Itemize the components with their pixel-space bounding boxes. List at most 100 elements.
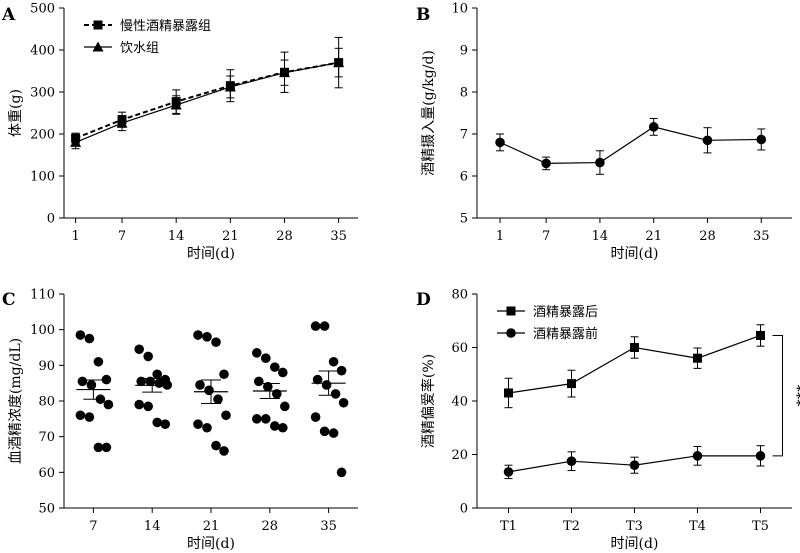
data-point bbox=[70, 136, 82, 147]
data-point bbox=[503, 467, 514, 477]
data-point bbox=[101, 374, 112, 385]
scatter-group-21 bbox=[193, 330, 231, 456]
data-point bbox=[101, 442, 112, 453]
data-point bbox=[567, 379, 576, 389]
data-point bbox=[77, 376, 88, 387]
data-point bbox=[251, 348, 262, 358]
data-point bbox=[195, 380, 205, 390]
y-axis-label: 酒精偏爱率(%) bbox=[420, 354, 437, 448]
x-tick-label: 28 bbox=[699, 229, 716, 244]
y-tick-label: 60 bbox=[451, 341, 468, 356]
y-axis-label-group: 血酒精浓度(mg/dL) bbox=[8, 338, 24, 464]
x-tick-label: 35 bbox=[330, 229, 347, 244]
data-point bbox=[261, 353, 271, 364]
data-point bbox=[202, 422, 212, 433]
scatter-group-14 bbox=[134, 344, 172, 429]
data-point bbox=[702, 135, 713, 146]
data-point bbox=[693, 353, 702, 363]
x-axis-label: 时间(d) bbox=[611, 536, 659, 552]
y-tick-label: 0 bbox=[47, 212, 55, 227]
x-tick-label: 35 bbox=[320, 519, 337, 534]
data-point bbox=[336, 365, 347, 376]
data-point bbox=[84, 333, 95, 344]
data-point bbox=[134, 344, 144, 355]
chart-panel-c: 50 60 70 80 90 100 110 7 14 21 28 35 时间(d) 血酒精浓度(mg/d… bbox=[8, 288, 358, 552]
data-point bbox=[278, 422, 288, 433]
significance-bracket bbox=[772, 334, 783, 457]
data-point bbox=[154, 378, 164, 388]
x-tick-label: T1 bbox=[500, 519, 517, 534]
y-tick-label: 40 bbox=[451, 395, 468, 410]
x-tick-label: 21 bbox=[222, 229, 239, 244]
x-tick-label: 1 bbox=[71, 229, 79, 244]
data-point bbox=[116, 117, 128, 128]
data-point bbox=[310, 412, 321, 422]
data-point bbox=[338, 397, 349, 408]
y-tick-label: 6 bbox=[460, 170, 468, 185]
chart-panel-a: 0 100 200 300 400 500 1 7 14 21 28 35 时间(d) 体重(g) 慢性酒精… bbox=[8, 2, 358, 262]
data-point bbox=[319, 426, 330, 437]
data-point bbox=[211, 440, 221, 451]
data-point bbox=[279, 67, 290, 78]
legend-marker bbox=[93, 20, 103, 30]
legend-label: 酒精暴露前 bbox=[533, 326, 598, 342]
x-axis-label: 时间(d) bbox=[187, 246, 235, 262]
data-point bbox=[86, 380, 97, 390]
data-point bbox=[541, 158, 551, 169]
y-tick-label: 90 bbox=[38, 359, 55, 374]
y-tick-label: 8 bbox=[460, 86, 468, 101]
scatter-group-7 bbox=[75, 330, 114, 453]
data-point bbox=[224, 81, 236, 92]
data-point bbox=[75, 410, 86, 421]
y-axis-label: 酒精摄入量(g/kg/d) bbox=[421, 50, 437, 176]
y-tick-label: 400 bbox=[30, 44, 55, 59]
y-tick-label: 500 bbox=[30, 2, 55, 17]
y-tick-label: 300 bbox=[30, 86, 55, 101]
data-point bbox=[328, 428, 339, 438]
y-tick-label: 20 bbox=[451, 448, 468, 463]
x-tick-label: 7 bbox=[118, 229, 126, 244]
data-point bbox=[504, 388, 513, 398]
series-1 bbox=[503, 445, 766, 480]
data-point bbox=[193, 419, 203, 429]
data-point bbox=[312, 374, 323, 385]
data-point bbox=[143, 351, 153, 362]
y-tick-label: 100 bbox=[30, 323, 55, 338]
series-line bbox=[499, 126, 762, 165]
data-point bbox=[330, 389, 341, 399]
legend-marker bbox=[506, 328, 516, 338]
series-0 bbox=[504, 324, 765, 409]
y-axis-label-group: 酒精偏爱率(%) bbox=[420, 354, 437, 448]
data-point bbox=[211, 337, 221, 347]
data-point bbox=[336, 467, 347, 478]
y-tick-label: 9 bbox=[460, 44, 468, 59]
x-tick-label: 28 bbox=[262, 519, 279, 534]
x-tick-label: T4 bbox=[689, 519, 706, 534]
data-point bbox=[152, 369, 162, 380]
panel-letter-c: C bbox=[2, 290, 16, 310]
scatter-group-35 bbox=[310, 321, 349, 478]
data-point bbox=[251, 414, 262, 424]
data-point bbox=[692, 451, 703, 461]
data-point bbox=[221, 410, 231, 421]
x-tick-label: 7 bbox=[542, 229, 550, 244]
y-axis-label: 血酒精浓度(mg/dL) bbox=[8, 338, 24, 464]
y-tick-label: 80 bbox=[38, 395, 55, 410]
data-point bbox=[319, 321, 330, 331]
y-tick-label: 100 bbox=[30, 170, 55, 185]
data-point bbox=[261, 414, 271, 424]
data-point bbox=[595, 157, 605, 168]
panel-letter-a: A bbox=[1, 5, 16, 25]
data-point bbox=[75, 330, 86, 340]
legend-marker bbox=[92, 41, 104, 52]
data-point bbox=[204, 385, 214, 396]
y-axis-label: 体重(g) bbox=[8, 89, 24, 137]
y-axis-label-group: 体重(g) bbox=[8, 89, 24, 137]
data-point bbox=[213, 394, 223, 405]
data-point bbox=[160, 419, 170, 429]
data-point bbox=[280, 401, 290, 412]
data-point bbox=[253, 376, 264, 387]
y-tick-label: 50 bbox=[38, 502, 55, 517]
panel-letter-d: D bbox=[416, 290, 431, 310]
